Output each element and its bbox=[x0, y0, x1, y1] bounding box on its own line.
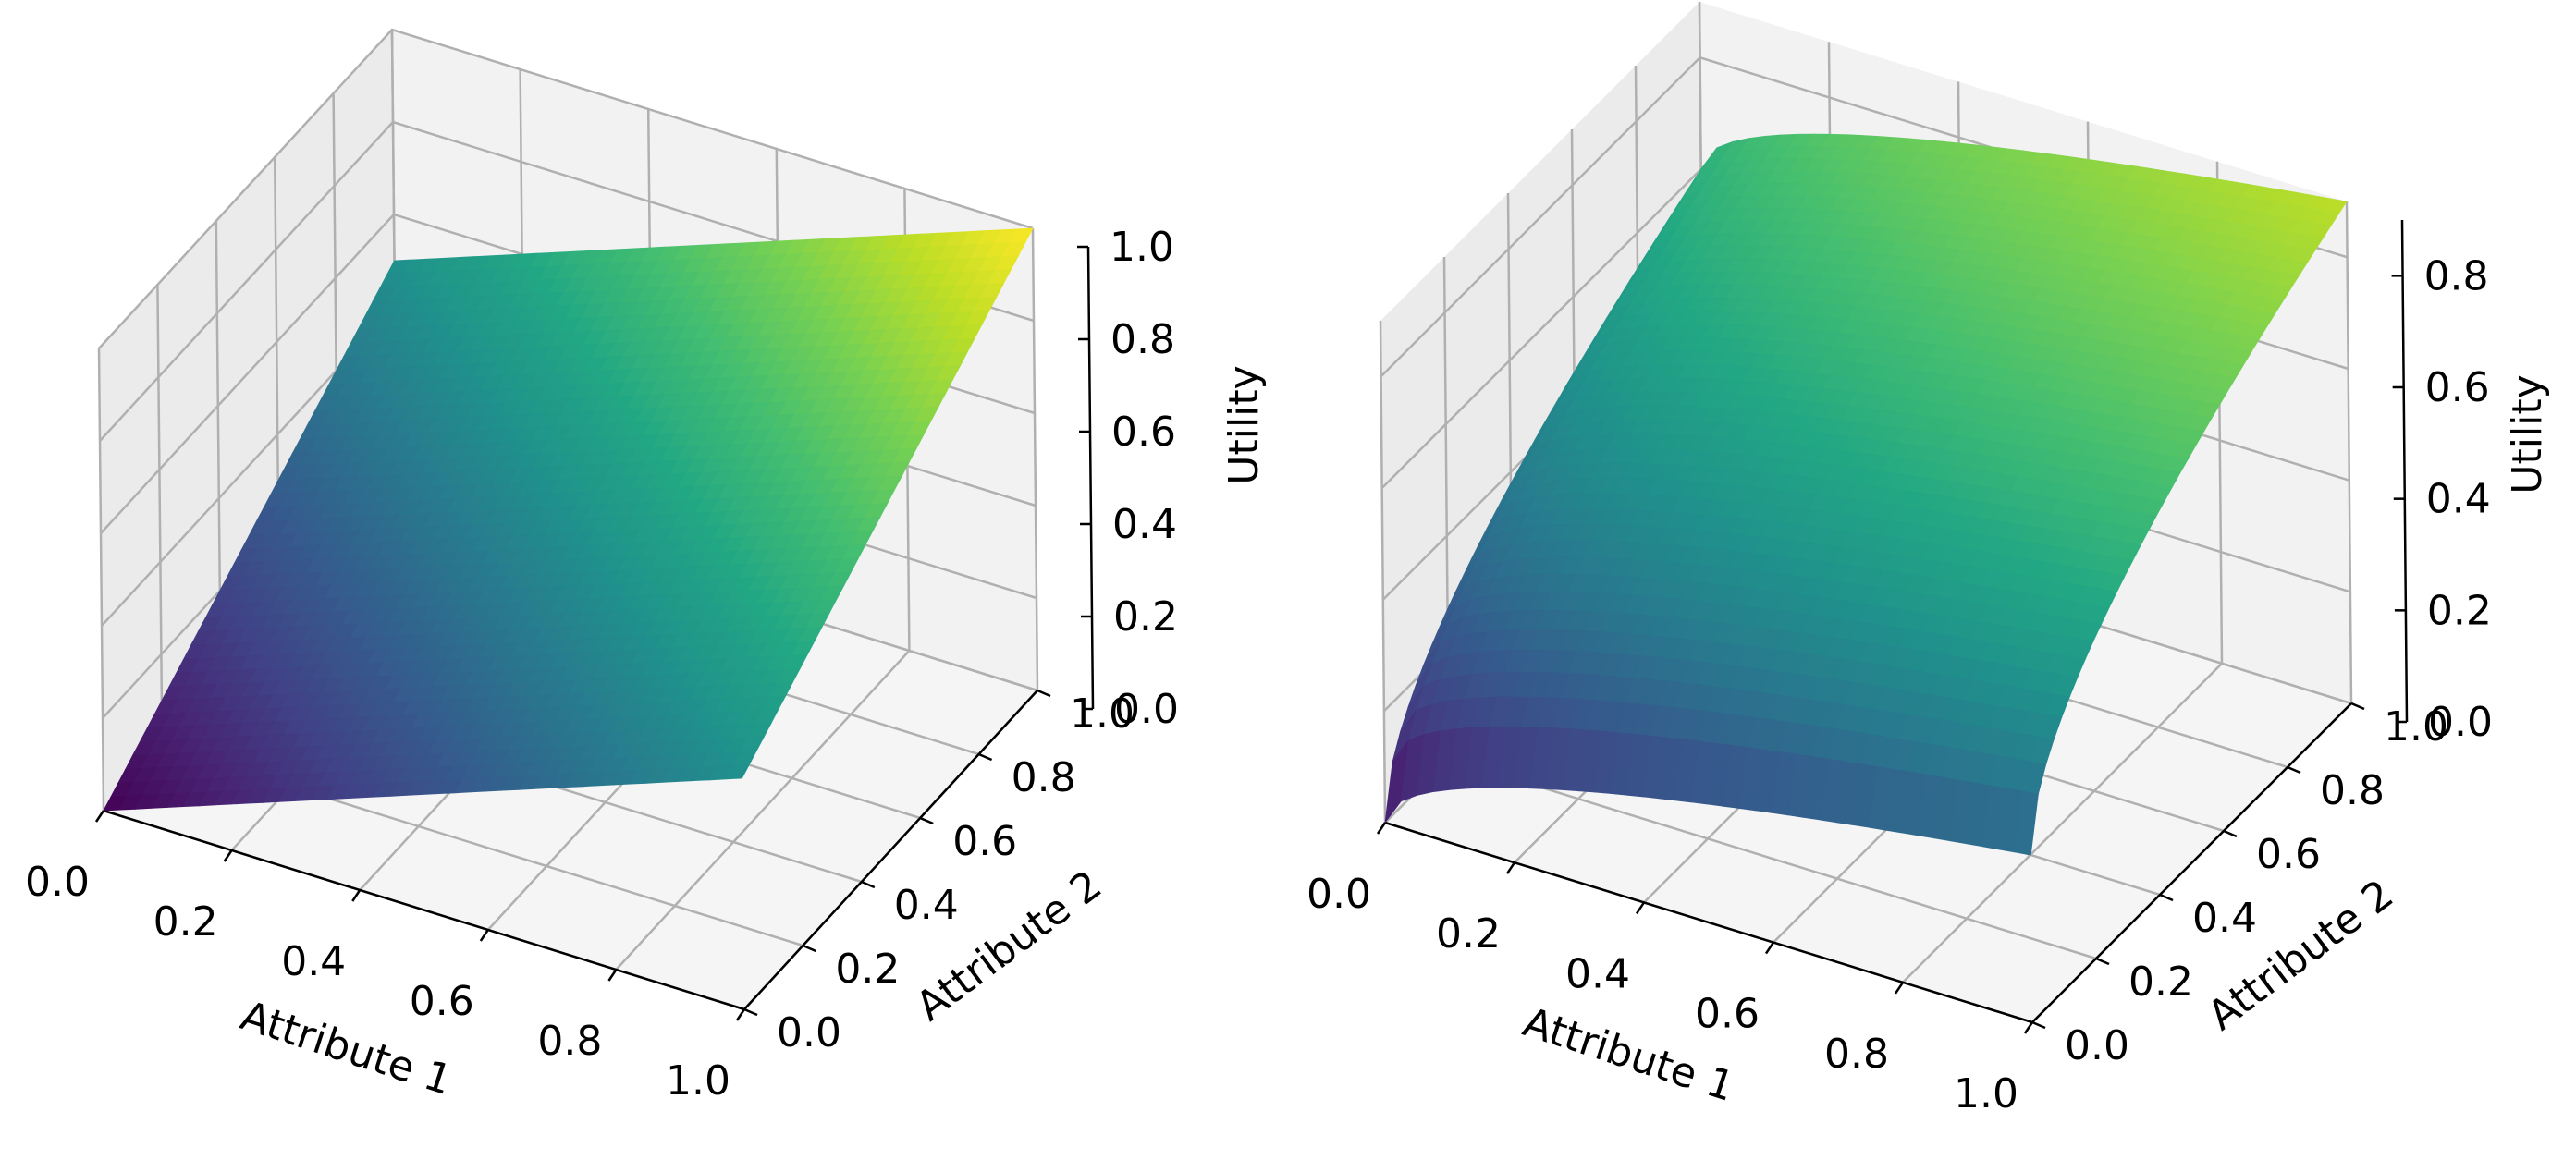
x-tick-label: 0.8 bbox=[1824, 1031, 1889, 1078]
gridline-z bbox=[98, 28, 1034, 349]
x-tick-label: 0.0 bbox=[1306, 871, 1371, 918]
z-tick-label: 0.2 bbox=[2427, 587, 2492, 634]
x-tick bbox=[1764, 941, 1775, 955]
y-tick bbox=[861, 880, 876, 889]
x-tick-label: 0.8 bbox=[537, 1018, 602, 1065]
x-tick bbox=[479, 929, 489, 942]
x-tick-label: 0.6 bbox=[410, 978, 474, 1025]
x-tick bbox=[223, 849, 233, 862]
y-tick-label: 0.4 bbox=[2192, 895, 2257, 942]
y-tick bbox=[2287, 765, 2301, 775]
y-tick-label: 0.0 bbox=[2065, 1022, 2129, 1069]
y-tick bbox=[978, 752, 993, 762]
y-tick bbox=[743, 1007, 758, 1017]
surface-cell bbox=[2014, 790, 2039, 856]
x-axis-line bbox=[103, 809, 745, 1011]
z-axis-label: Utility bbox=[2504, 374, 2551, 494]
y-tick bbox=[2031, 1020, 2046, 1030]
ticks: 0.00.20.40.60.81.00.00.20.40.60.81.00.00… bbox=[1306, 252, 2493, 1117]
y-tick bbox=[919, 816, 934, 825]
y-tick bbox=[1037, 689, 1051, 698]
x-tick bbox=[1505, 861, 1516, 874]
y-tick-label: 0.4 bbox=[894, 882, 959, 929]
x-tick-label: 0.2 bbox=[153, 898, 218, 946]
z-tick-label: 0.8 bbox=[1110, 316, 1175, 363]
z-tick-label: 1.0 bbox=[1110, 224, 1174, 271]
x-tick bbox=[1376, 822, 1387, 835]
x-tick-label: 0.2 bbox=[1436, 910, 1501, 958]
plot-right: 0.00.20.40.60.81.00.00.20.40.60.81.00.00… bbox=[1306, 1, 2551, 1117]
y-tick bbox=[2095, 957, 2110, 966]
y-tick-label: 0.2 bbox=[835, 946, 900, 993]
z-tick-label: 0.0 bbox=[1114, 686, 1179, 733]
y-axis-line bbox=[743, 690, 1038, 1010]
y-tick-label: 0.6 bbox=[952, 818, 1017, 865]
ticks: 0.00.20.40.60.81.00.00.20.40.60.81.00.00… bbox=[25, 224, 1179, 1105]
y-tick-label: 1.0 bbox=[2384, 703, 2448, 751]
x-tick bbox=[351, 889, 362, 902]
surface-cell bbox=[725, 763, 751, 780]
y-tick bbox=[802, 944, 816, 953]
x-tick bbox=[1635, 901, 1646, 915]
y-axis-line bbox=[2031, 702, 2352, 1023]
x-tick bbox=[1894, 982, 1905, 995]
x-tick-label: 0.4 bbox=[281, 938, 346, 985]
y-tick-label: 0.0 bbox=[777, 1009, 841, 1056]
y-tick bbox=[2159, 893, 2174, 902]
x-tick bbox=[735, 1008, 746, 1021]
x-tick bbox=[2023, 1021, 2034, 1034]
x-tick bbox=[607, 969, 618, 982]
x-tick-label: 1.0 bbox=[666, 1057, 730, 1105]
z-axis-line bbox=[2400, 219, 2409, 723]
z-tick-label: 0.4 bbox=[1112, 501, 1177, 548]
z-tick-label: 0.6 bbox=[2425, 364, 2490, 411]
x-tick-label: 0.4 bbox=[1565, 950, 1630, 997]
x-axis-line bbox=[1384, 821, 2033, 1024]
x-tick bbox=[94, 810, 105, 823]
y-tick-label: 0.8 bbox=[2320, 767, 2385, 814]
z-tick-label: 0.2 bbox=[1113, 593, 1178, 641]
y-tick bbox=[2350, 702, 2365, 711]
surface bbox=[103, 227, 1034, 812]
z-axis-line bbox=[1086, 246, 1095, 710]
y-tick-label: 0.8 bbox=[1012, 754, 1076, 801]
y-tick-label: 0.6 bbox=[2256, 831, 2321, 878]
surface bbox=[1384, 133, 2348, 856]
z-axis-label: Utility bbox=[1221, 365, 1268, 484]
x-tick-label: 1.0 bbox=[1954, 1070, 2018, 1117]
x-tick-label: 0.0 bbox=[25, 859, 90, 906]
z-tick-label: 0.6 bbox=[1111, 409, 1176, 456]
z-tick-label: 0.8 bbox=[2424, 252, 2489, 299]
z-tick-label: 0.4 bbox=[2426, 476, 2491, 523]
pane-left bbox=[99, 30, 397, 811]
y-tick bbox=[2223, 829, 2238, 838]
z-tick-label: 0.0 bbox=[2428, 699, 2493, 746]
y-tick-label: 1.0 bbox=[1070, 690, 1135, 738]
x-tick-label: 0.6 bbox=[1695, 991, 1760, 1038]
plot-left: 0.00.20.40.60.81.00.00.20.40.60.81.00.00… bbox=[25, 28, 1268, 1105]
y-tick-label: 0.2 bbox=[2128, 959, 2193, 1006]
